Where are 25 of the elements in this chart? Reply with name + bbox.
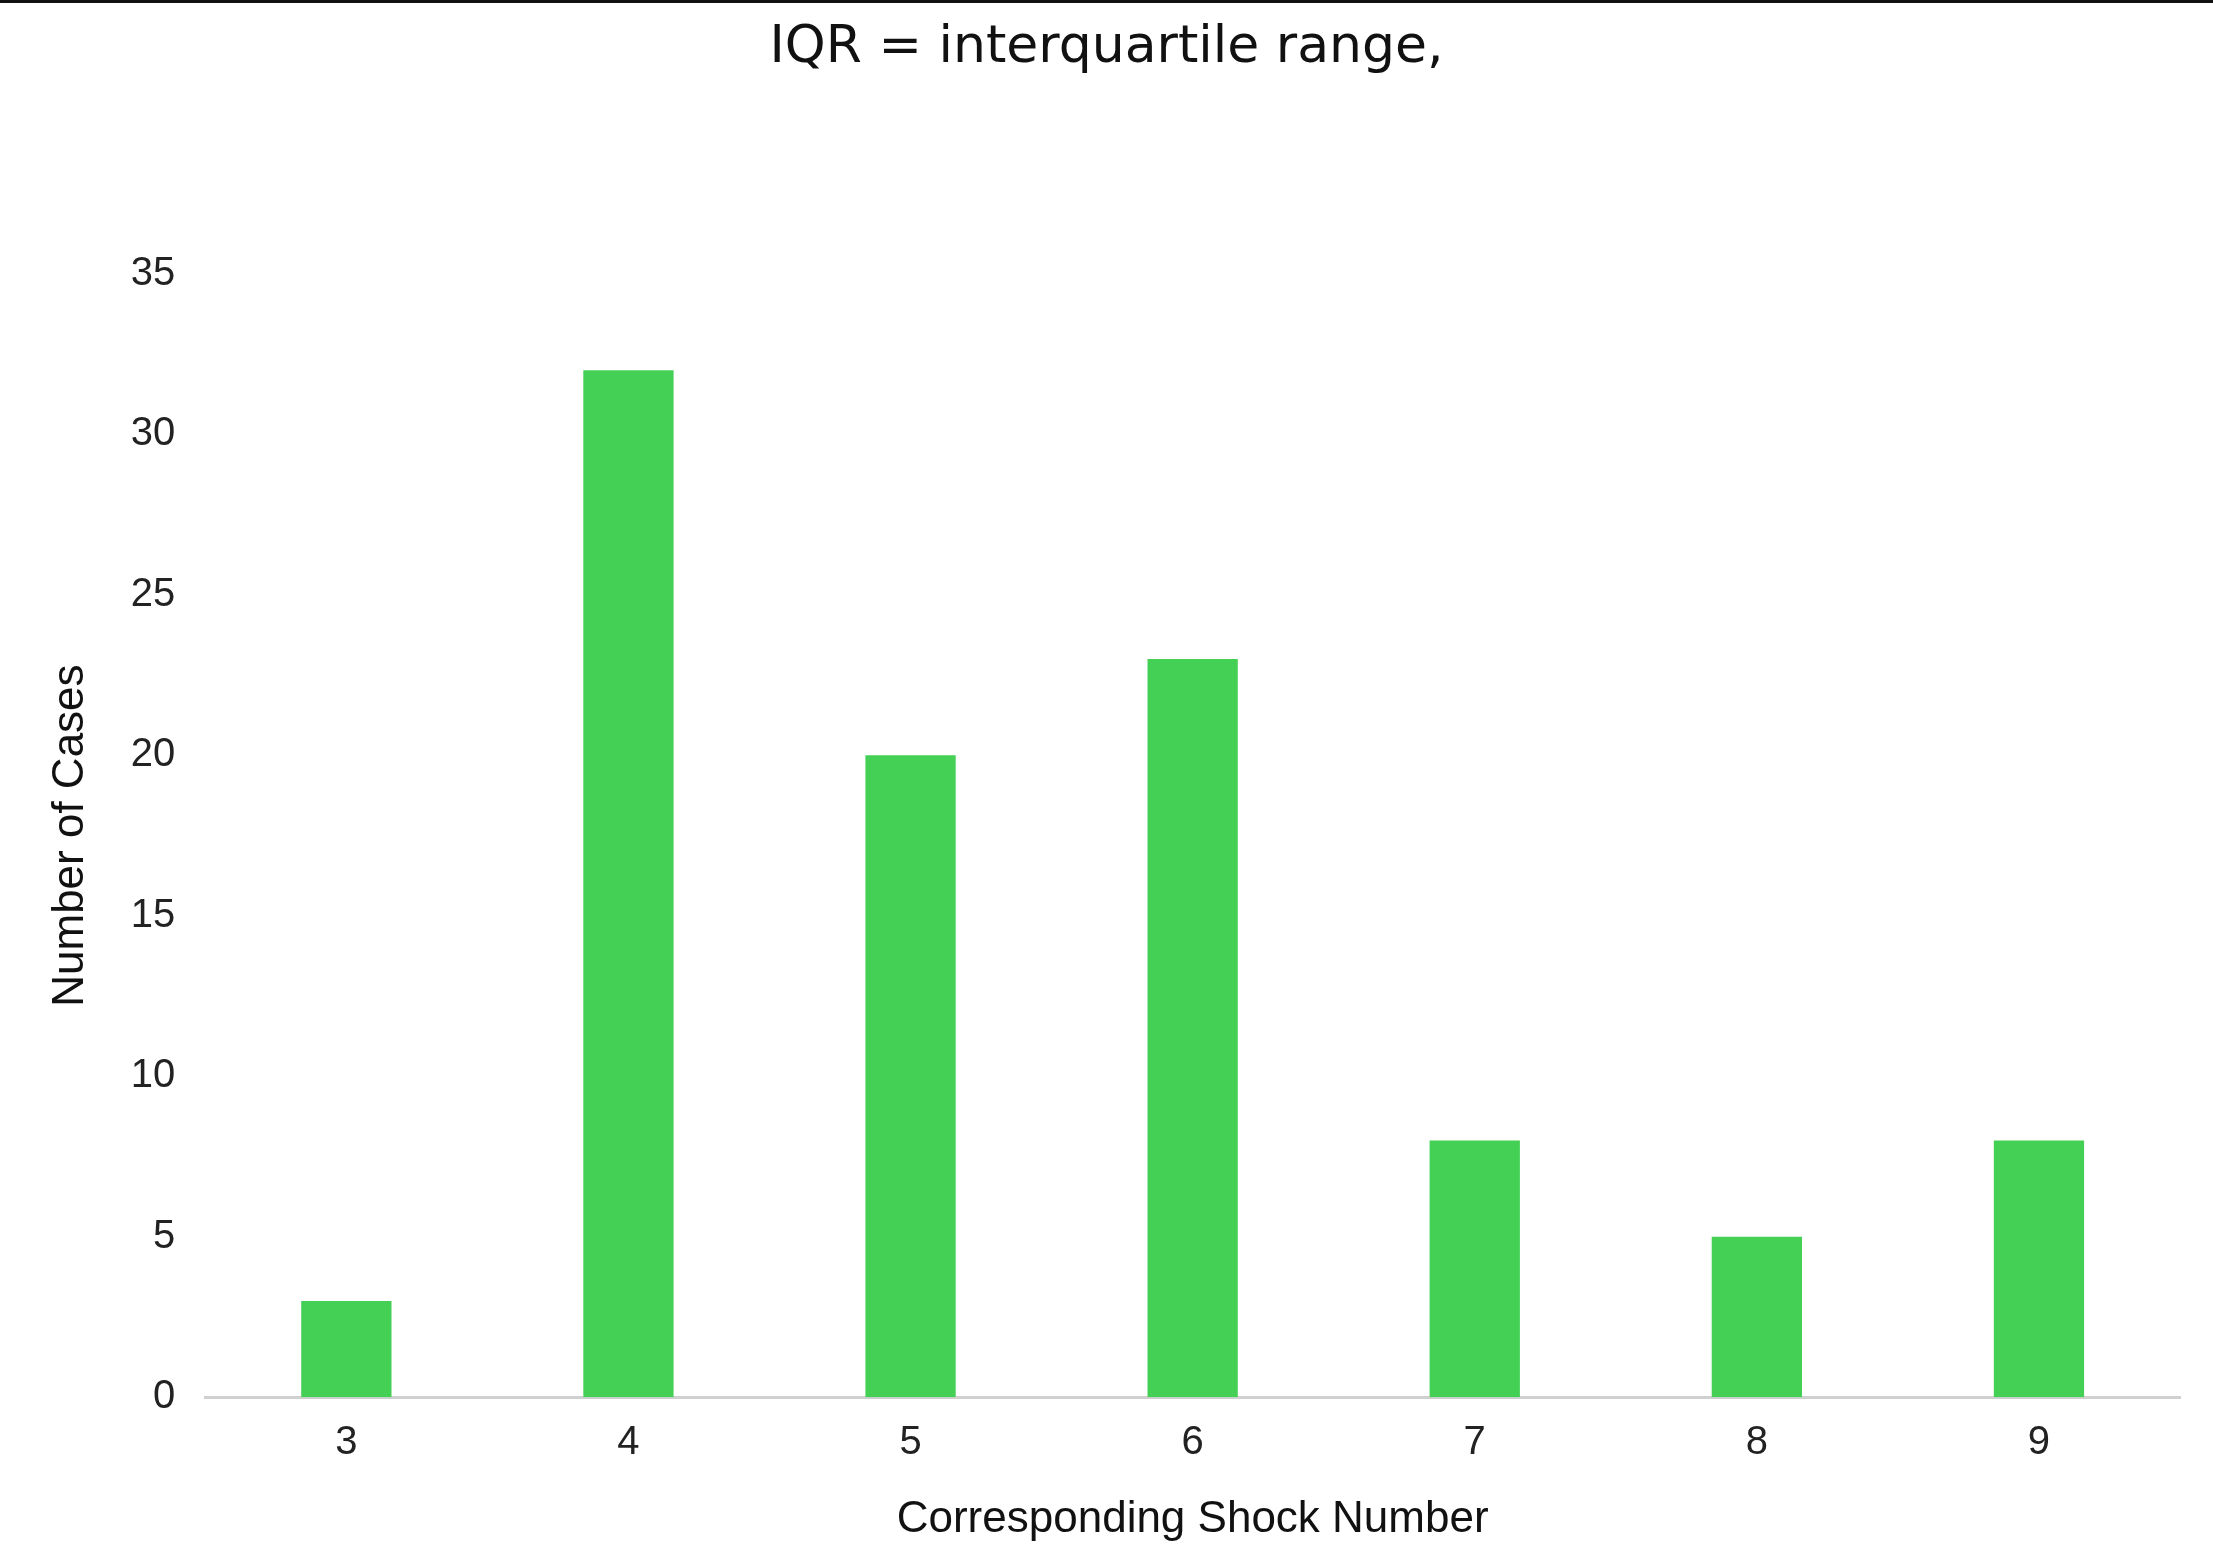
x-tick-label: 8 (1745, 1418, 1768, 1463)
y-tick-label: 10 (130, 1051, 176, 1096)
y-tick-label: 5 (153, 1211, 176, 1256)
bar (1993, 1140, 2085, 1398)
bar (1711, 1236, 1802, 1398)
x-tick-label: 6 (1181, 1418, 1204, 1463)
y-tick-label: 30 (130, 409, 176, 454)
y-axis-title: Number of Cases (42, 664, 92, 1007)
x-tick-label: 5 (899, 1418, 922, 1463)
x-tick-label: 4 (617, 1418, 640, 1463)
y-tick-label: 25 (130, 569, 176, 614)
bar (865, 755, 956, 1398)
bar (1429, 1140, 1520, 1398)
bar (301, 1300, 392, 1398)
y-tick-label: 0 (153, 1372, 176, 1417)
y-tick-label: 35 (130, 249, 176, 294)
x-tick-label: 3 (335, 1418, 358, 1463)
chart-title: IQR = interquartile range, (768, 14, 1445, 74)
x-axis-title: Corresponding Shock Number (896, 1491, 1489, 1541)
y-tick-label: 20 (130, 730, 176, 775)
bar (1147, 659, 1238, 1398)
x-tick-label: 7 (1463, 1418, 1486, 1463)
y-tick-label: 15 (130, 890, 176, 935)
bar (583, 370, 674, 1398)
x-tick-label: 9 (2027, 1418, 2051, 1463)
